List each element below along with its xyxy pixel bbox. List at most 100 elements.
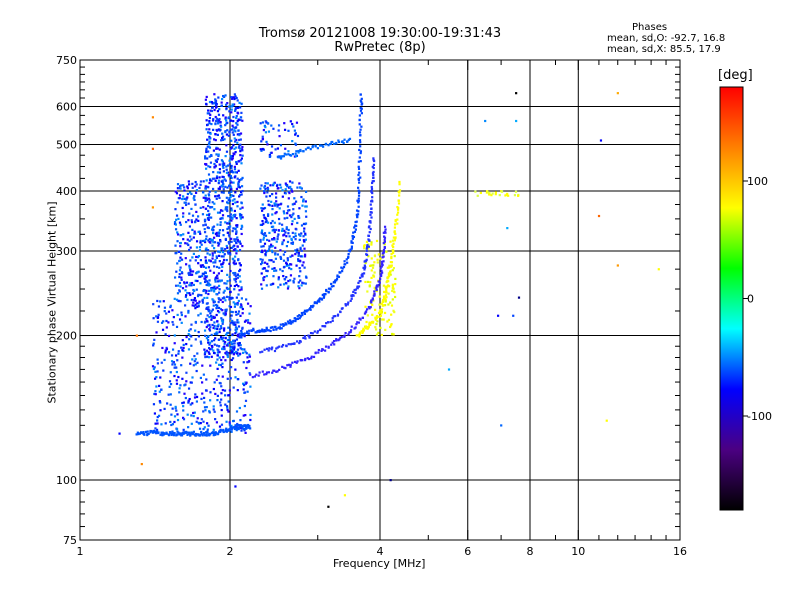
data-point [385,250,388,253]
data-point [162,369,165,372]
data-point [240,201,243,204]
data-point [235,96,238,100]
data-point [228,235,231,238]
data-point [160,388,163,391]
data-point [219,185,222,189]
data-point [186,192,190,196]
data-point [211,244,214,247]
data-point [368,231,371,234]
data-point [268,347,271,350]
data-point [390,255,393,258]
data-point [220,191,223,194]
data-point [358,191,361,194]
data-point [214,278,217,281]
data-point [277,203,280,206]
data-point [214,99,217,102]
data-point [188,329,191,332]
data-point [358,156,361,159]
data-point [350,247,353,250]
data-point [180,311,183,314]
data-point [373,261,376,264]
stats-line-x: mean, sd,X: 85.5, 17.9 [607,44,721,55]
data-point [327,505,330,508]
data-point [382,298,385,302]
data-point [142,430,145,434]
data-point [265,371,269,374]
data-point [331,341,334,344]
data-point [239,314,242,317]
data-point [338,140,341,144]
data-point [333,343,336,346]
data-point [144,430,148,434]
data-point [174,366,177,369]
data-point [362,329,366,332]
data-point [229,305,233,309]
data-point [182,416,185,419]
data-point [316,331,319,334]
data-point [216,223,219,226]
data-point [159,376,162,379]
data-point [285,183,289,187]
data-point [249,418,252,422]
data-point [285,245,289,248]
data-point [205,337,208,340]
data-point [299,279,302,282]
data-point [204,259,207,262]
data-point [289,274,293,277]
data-point [236,276,240,279]
data-point [213,285,216,288]
data-point [225,208,229,211]
data-point [195,240,199,243]
data-point [277,229,280,232]
data-point [213,202,216,205]
data-point [173,415,177,418]
data-point [514,190,518,193]
data-point [291,122,294,126]
data-point [180,258,184,261]
data-point [207,335,210,338]
data-point [193,198,196,201]
data-point [177,350,180,353]
data-point [356,285,359,288]
data-point [215,119,218,123]
data-point [229,317,232,320]
data-point [337,275,341,278]
data-point [208,315,211,319]
data-point [215,197,218,200]
data-point [197,335,201,338]
data-point [241,427,244,430]
data-point [178,391,181,394]
data-point [266,182,269,185]
data-point [380,274,383,278]
data-point [190,422,193,425]
data-point [382,304,385,307]
data-point [375,314,379,318]
data-point [226,186,229,189]
data-point [261,249,264,252]
data-point [260,231,263,235]
data-point [370,187,374,191]
data-point [205,319,209,323]
data-point [205,167,208,170]
data-point [363,244,366,247]
data-point [186,413,189,416]
data-point [391,284,395,288]
data-point [302,198,305,201]
data-point [231,347,235,350]
data-point [371,313,374,316]
data-point [372,173,375,177]
data-point [215,361,218,364]
data-point [380,273,383,276]
data-point [281,241,284,244]
data-point [292,281,295,284]
data-point [230,128,234,131]
data-point [348,137,352,140]
data-point [300,249,303,252]
data-point [302,261,305,264]
data-point [181,206,184,210]
data-point [237,354,240,357]
data-point [277,326,280,329]
data-point [175,428,179,431]
data-point [207,306,210,309]
data-point [375,322,378,326]
